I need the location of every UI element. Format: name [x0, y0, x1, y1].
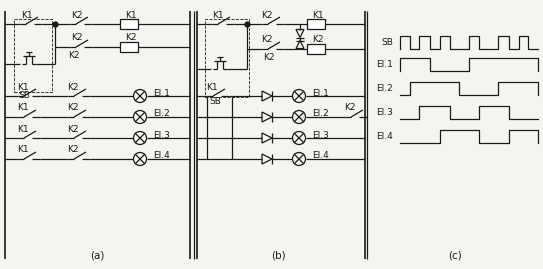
Bar: [120, 19, 138, 29]
Bar: [120, 42, 138, 52]
Text: SB: SB: [18, 91, 30, 101]
Text: SB: SB: [381, 38, 393, 47]
Text: K2: K2: [67, 125, 79, 133]
Text: K2: K2: [344, 104, 356, 112]
Text: K2: K2: [67, 104, 79, 112]
Bar: [14, 19, 52, 92]
Text: El.4: El.4: [312, 151, 329, 161]
Text: K2: K2: [67, 146, 79, 154]
Bar: [307, 44, 325, 54]
Text: El.1: El.1: [312, 89, 329, 97]
Text: K2: K2: [71, 10, 83, 19]
Text: (b): (b): [271, 250, 285, 260]
Text: K1: K1: [17, 125, 29, 133]
Text: El.3: El.3: [153, 130, 170, 140]
Text: El.4: El.4: [153, 151, 170, 161]
Text: El.2: El.2: [153, 109, 170, 119]
Text: K2: K2: [261, 36, 273, 44]
Text: El.3: El.3: [376, 108, 393, 117]
Text: K2: K2: [263, 54, 275, 62]
Text: (c): (c): [448, 250, 462, 260]
Text: K1: K1: [21, 10, 33, 19]
Text: K2: K2: [68, 51, 80, 61]
Text: El.2: El.2: [312, 109, 329, 119]
Text: (a): (a): [90, 250, 104, 260]
Text: K1: K1: [206, 83, 218, 91]
Bar: [307, 19, 325, 29]
Text: El.1: El.1: [153, 89, 170, 97]
Text: K1: K1: [125, 10, 137, 19]
Text: K1: K1: [17, 104, 29, 112]
Text: El.2: El.2: [376, 84, 393, 93]
Text: K2: K2: [67, 83, 79, 91]
Text: El.1: El.1: [376, 60, 393, 69]
Text: El.3: El.3: [312, 130, 329, 140]
Bar: [205, 19, 249, 97]
Text: SB: SB: [209, 97, 221, 105]
Text: K1: K1: [17, 83, 29, 91]
Text: K1: K1: [312, 10, 324, 19]
Text: K2: K2: [71, 34, 83, 43]
Text: El.4: El.4: [376, 132, 393, 141]
Text: K2: K2: [312, 36, 324, 44]
Text: K1: K1: [17, 146, 29, 154]
Text: K2: K2: [125, 34, 137, 43]
Text: K2: K2: [261, 10, 273, 19]
Text: K1: K1: [212, 10, 224, 19]
